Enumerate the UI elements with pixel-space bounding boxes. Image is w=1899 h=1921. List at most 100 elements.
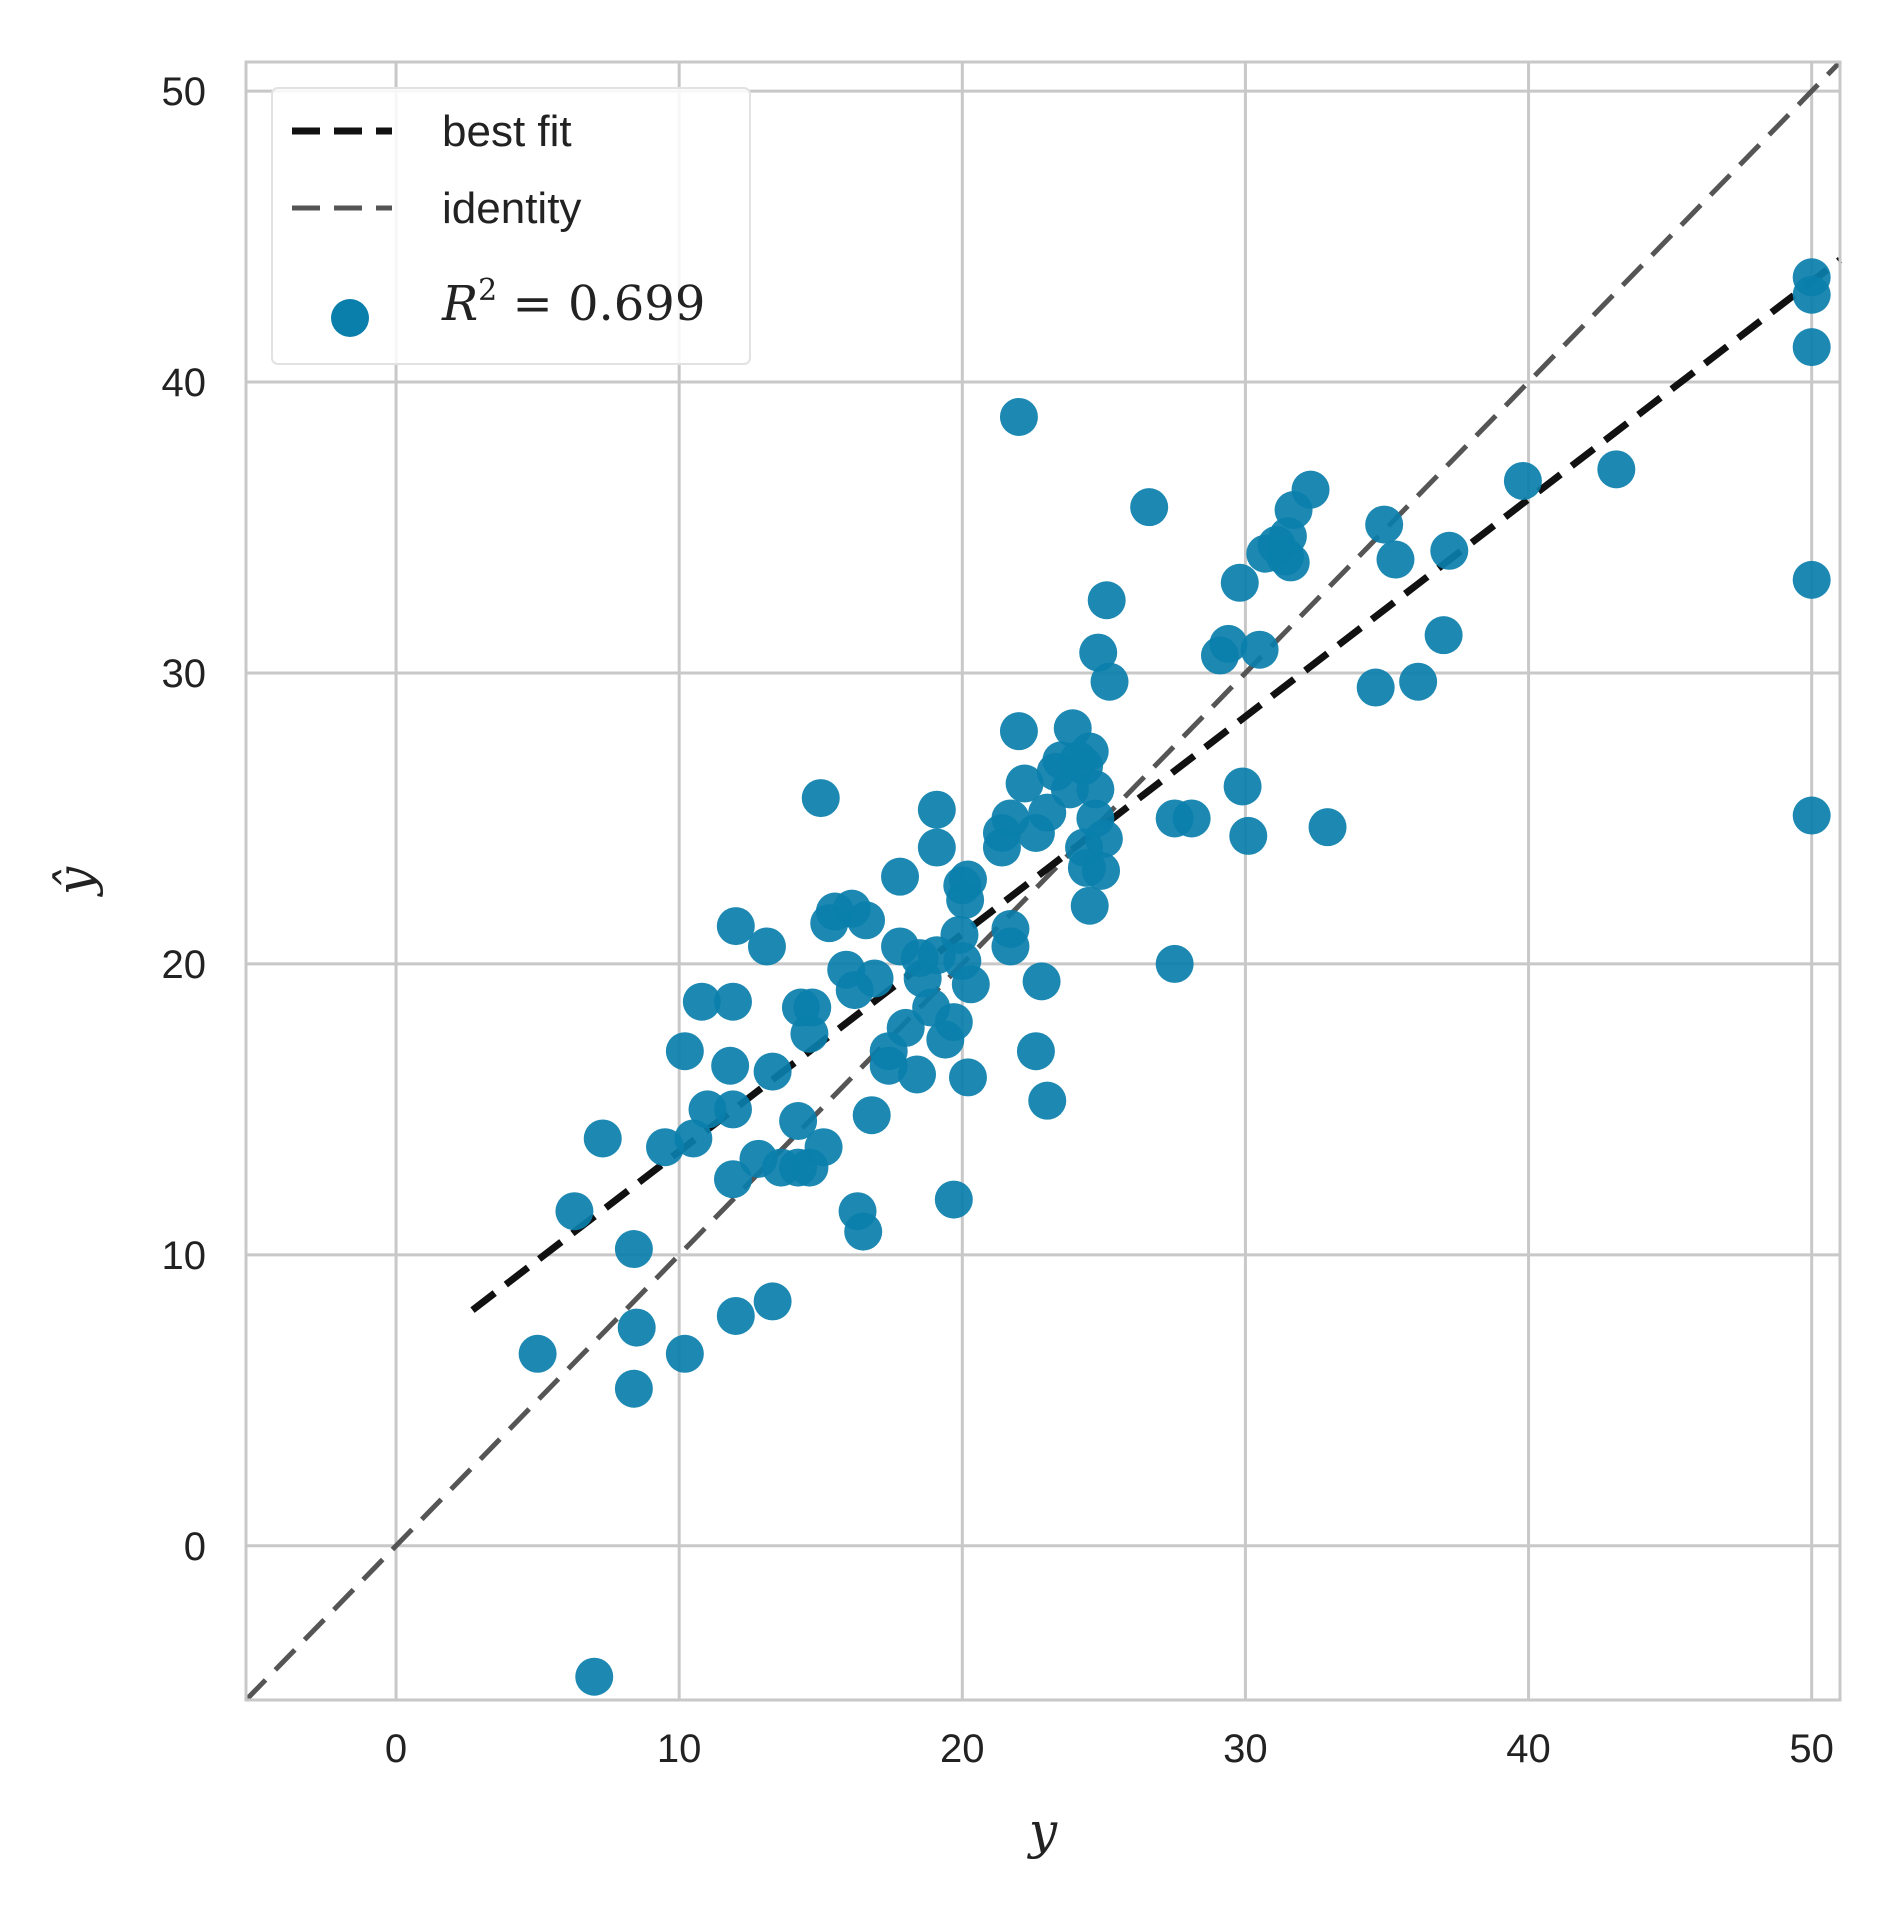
scatter-point bbox=[1220, 563, 1259, 602]
scatter-point bbox=[1028, 793, 1067, 832]
scatter-point bbox=[747, 927, 786, 966]
scatter-point bbox=[614, 1369, 653, 1408]
scatter-point bbox=[898, 1055, 937, 1094]
scatter-point bbox=[716, 907, 755, 946]
scatter-point bbox=[665, 1334, 704, 1373]
scatter-point bbox=[713, 1160, 752, 1199]
scatter-point bbox=[1792, 275, 1831, 314]
scatter-point bbox=[1172, 799, 1211, 838]
scatter-point bbox=[934, 1180, 973, 1219]
scatter-point bbox=[1503, 461, 1542, 500]
scatter-point bbox=[1070, 732, 1109, 771]
scatter-point bbox=[753, 1052, 792, 1091]
scatter-point bbox=[1070, 886, 1109, 925]
scatter-point bbox=[1271, 543, 1310, 582]
legend-identity-label: identity bbox=[442, 184, 581, 233]
scatter-point bbox=[646, 1128, 685, 1167]
reference-lines bbox=[244, 60, 1843, 1702]
x-tick-label: 40 bbox=[1506, 1727, 1551, 1771]
scatter-point bbox=[917, 828, 956, 867]
x-tick-label: 50 bbox=[1789, 1727, 1834, 1771]
scatter-point bbox=[614, 1230, 653, 1269]
scatter-point bbox=[1084, 819, 1123, 858]
scatter-point bbox=[1130, 488, 1169, 527]
scatter-point bbox=[1365, 505, 1404, 544]
scatter-point bbox=[1016, 1032, 1055, 1071]
scatter-point bbox=[999, 397, 1038, 436]
scatter-point bbox=[779, 1102, 818, 1141]
y-tick-label: 40 bbox=[162, 361, 207, 405]
scatter-point bbox=[844, 1212, 883, 1251]
scatter-point bbox=[1090, 662, 1129, 701]
scatter-point bbox=[1087, 581, 1126, 620]
y-tick-label: 30 bbox=[162, 652, 207, 696]
scatter-point bbox=[991, 927, 1030, 966]
scatter-point bbox=[881, 857, 920, 896]
legend-point-swatch bbox=[331, 299, 369, 337]
scatter-point bbox=[886, 1008, 925, 1047]
scatter-point bbox=[1792, 328, 1831, 367]
scatter-point bbox=[855, 959, 894, 998]
identity-line bbox=[244, 60, 1842, 1702]
scatter-point bbox=[1792, 560, 1831, 599]
legend-r2-value: 0.699 bbox=[568, 276, 705, 332]
scatter-point bbox=[1229, 816, 1268, 855]
scatter-point bbox=[716, 1296, 755, 1335]
x-tick-labels: 0 10 20 30 40 50 bbox=[385, 1727, 1834, 1771]
scatter-point bbox=[575, 1657, 614, 1696]
y-tick-label: 20 bbox=[162, 943, 207, 987]
scatter-point bbox=[682, 982, 721, 1021]
scatter-point bbox=[917, 790, 956, 829]
scatter-point bbox=[1240, 630, 1279, 669]
y-tick-label: 50 bbox=[162, 70, 207, 114]
scatter-point bbox=[948, 860, 987, 899]
scatter-point bbox=[1155, 944, 1194, 983]
scatter-point bbox=[1424, 616, 1463, 655]
scatter-point bbox=[753, 1282, 792, 1321]
scatter-point bbox=[1005, 764, 1044, 803]
scatter-point bbox=[583, 1119, 622, 1158]
scatter-point bbox=[711, 1046, 750, 1085]
scatter-point bbox=[688, 1090, 727, 1129]
scatter-point bbox=[1597, 450, 1636, 489]
scatter-point bbox=[1028, 1081, 1067, 1120]
x-tick-label: 10 bbox=[657, 1727, 702, 1771]
scatter-point bbox=[1079, 633, 1118, 672]
x-tick-label: 20 bbox=[940, 1727, 985, 1771]
scatter-point bbox=[1308, 808, 1347, 847]
scatter-point bbox=[1792, 796, 1831, 835]
scatter-point bbox=[1356, 668, 1395, 707]
scatter-point bbox=[852, 1096, 891, 1135]
best-fit-line bbox=[470, 257, 1843, 1313]
scatter-point bbox=[1223, 767, 1262, 806]
scatter-point bbox=[713, 982, 752, 1021]
x-tick-label: 30 bbox=[1223, 1727, 1268, 1771]
scatter-point bbox=[790, 1014, 829, 1053]
scatter-point bbox=[518, 1334, 557, 1373]
scatter-point bbox=[999, 712, 1038, 751]
scatter-point bbox=[1076, 770, 1115, 809]
scatter-point bbox=[1022, 962, 1061, 1001]
scatter-point bbox=[951, 965, 990, 1004]
x-tick-label: 0 bbox=[385, 1727, 407, 1771]
scatter-point bbox=[1430, 531, 1469, 570]
y-tick-label: 10 bbox=[162, 1234, 207, 1278]
scatter-point bbox=[934, 1003, 973, 1042]
plot-frame bbox=[244, 60, 1842, 1702]
scatter-point bbox=[1082, 851, 1121, 890]
scatter-point bbox=[555, 1192, 594, 1231]
y-tick-label: 0 bbox=[184, 1525, 206, 1569]
scatter-point bbox=[1209, 624, 1248, 663]
scatter-point bbox=[1291, 470, 1330, 509]
scatter-point bbox=[1376, 540, 1415, 579]
y-tick-labels: 0 10 20 30 40 50 bbox=[162, 70, 207, 1569]
legend-best-fit-label: best fit bbox=[442, 107, 572, 156]
scatter-point bbox=[665, 1032, 704, 1071]
scatter-points bbox=[518, 258, 1831, 1696]
scatter-point bbox=[847, 901, 886, 940]
scatter-point bbox=[804, 1128, 843, 1167]
legend: best fit identity R2 = 0.699 bbox=[271, 87, 751, 365]
legend-r2-label: R2 = 0.699 bbox=[441, 273, 705, 332]
scatter-point bbox=[617, 1308, 656, 1347]
